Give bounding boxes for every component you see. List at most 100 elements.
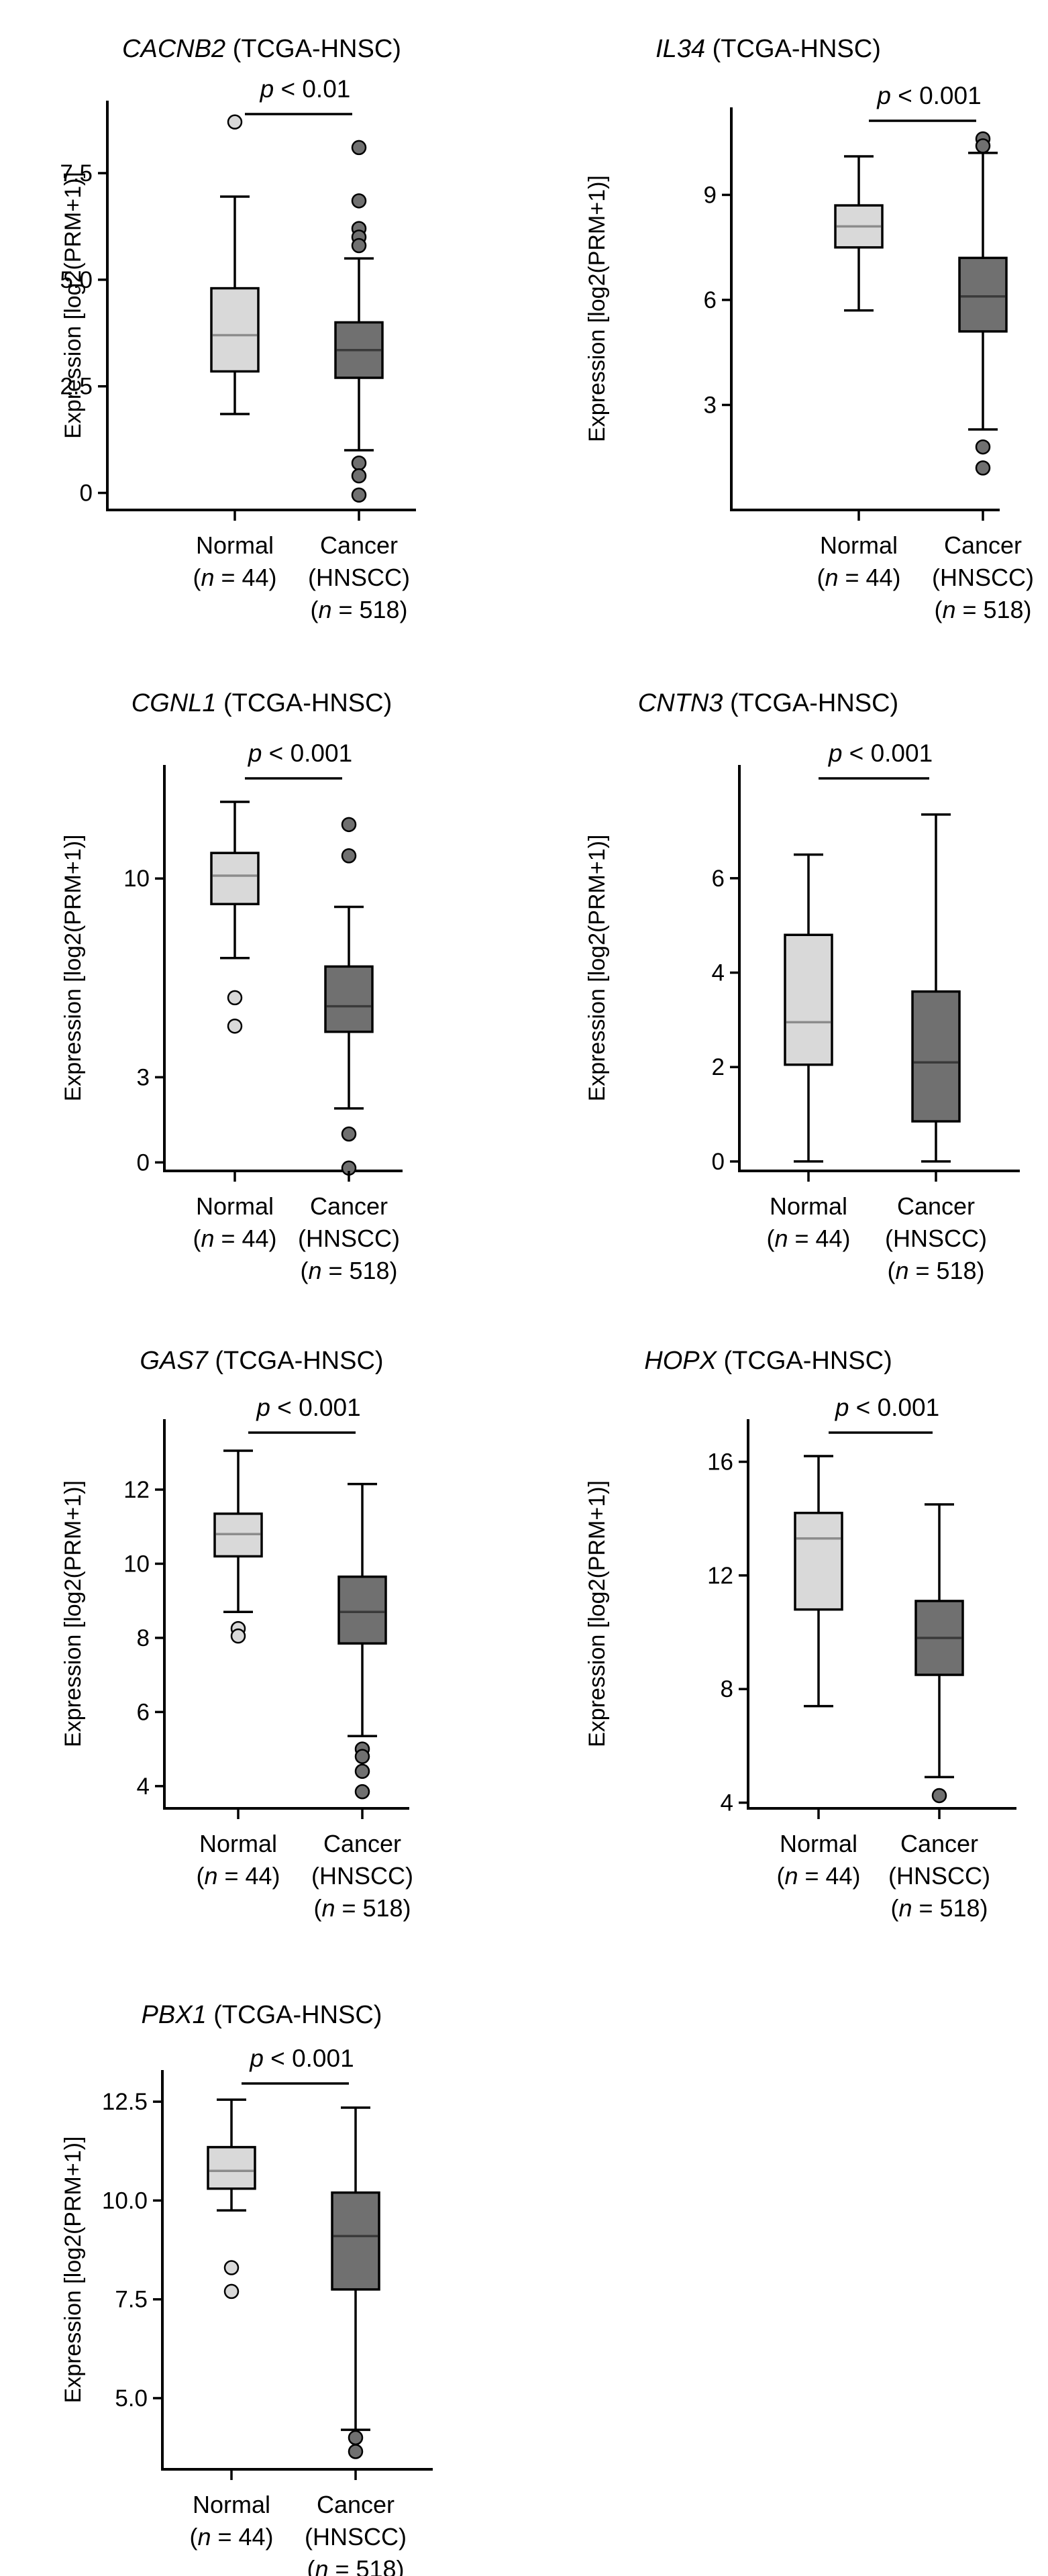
y-axis-label: Expression [log2(PRM+1)] bbox=[60, 2136, 86, 2404]
n-value: = 518) bbox=[912, 1894, 988, 1922]
group-label: Normal bbox=[193, 2491, 270, 2518]
group-label: Cancer bbox=[320, 531, 398, 559]
gene-name: IL34 bbox=[656, 35, 705, 63]
iqr-box bbox=[210, 287, 260, 373]
title-suffix: (TCGA-HNSC) bbox=[723, 689, 898, 717]
chart-pbx1: PBX1 (TCGA-HNSC) p < 0.001 5.0 7.5 10.0 12.5 E… bbox=[60, 2001, 433, 2576]
y-tick-label: 6 bbox=[137, 1699, 150, 1725]
normal-box-group bbox=[784, 853, 833, 1163]
n-value: = 44) bbox=[211, 2523, 273, 2551]
gene-name: HOPX bbox=[644, 1347, 717, 1375]
outlier-point bbox=[341, 848, 357, 864]
n-symbol: n bbox=[774, 1225, 788, 1252]
outlier-point bbox=[223, 2283, 240, 2300]
n-open-paren: ( bbox=[890, 1894, 898, 1922]
chart-cgnl1: CGNL1 (TCGA-HNSC) p < 0.001 0 3 10 Expression… bbox=[60, 689, 403, 1284]
n-open-paren: ( bbox=[310, 596, 318, 623]
title-suffix: (TCGA-HNSC) bbox=[216, 689, 392, 717]
group-label: Cancer bbox=[323, 1830, 401, 1857]
normal-box-group bbox=[834, 155, 884, 312]
group-sample-size: (n = 44) bbox=[196, 1862, 280, 1890]
iqr-box bbox=[210, 852, 260, 906]
y-tick-label: 4 bbox=[721, 1790, 733, 1816]
outlier-point bbox=[351, 140, 367, 156]
p-threshold: < 0.001 bbox=[849, 1394, 939, 1421]
gene-name: GAS7 bbox=[140, 1347, 209, 1375]
y-tick-label: 0 bbox=[137, 1149, 150, 1176]
title-suffix: (TCGA-HNSC) bbox=[208, 1347, 384, 1375]
n-symbol: n bbox=[201, 1225, 214, 1252]
p-threshold: < 0.001 bbox=[262, 739, 352, 767]
p-value-label: p < 0.001 bbox=[828, 739, 933, 767]
normal-box-group bbox=[794, 1455, 843, 1708]
n-value: = 518) bbox=[955, 596, 1031, 623]
cancer-box-group bbox=[337, 1482, 387, 1800]
outlier-point bbox=[351, 487, 367, 503]
group-label: Normal bbox=[196, 531, 274, 559]
y-tick-label: 12 bbox=[123, 1477, 150, 1503]
p-symbol: p bbox=[248, 739, 262, 767]
y-axis-label: Expression [log2(PRM+1)] bbox=[60, 1480, 86, 1747]
p-symbol: p bbox=[876, 82, 891, 109]
n-value: = 44) bbox=[214, 564, 276, 591]
chart-title: CNTN3 (TCGA-HNSC) bbox=[638, 689, 898, 717]
chart-cntn3: CNTN3 (TCGA-HNSC) p < 0.001 0 2 4 6 Expression… bbox=[584, 689, 1020, 1284]
n-value: = 518) bbox=[908, 1257, 984, 1284]
outlier-point bbox=[354, 1749, 370, 1764]
iqr-box bbox=[794, 1511, 843, 1611]
group-label: Normal bbox=[199, 1830, 277, 1857]
group-label: Normal bbox=[780, 1830, 857, 1857]
n-open-paren: ( bbox=[313, 1894, 321, 1922]
cancer-box-group bbox=[911, 813, 961, 1163]
n-symbol: n bbox=[308, 1257, 321, 1284]
y-tick-label: 10 bbox=[123, 1551, 150, 1577]
n-open-paren: ( bbox=[196, 1862, 204, 1890]
outlier-point bbox=[227, 990, 243, 1006]
p-symbol: p bbox=[828, 739, 843, 767]
n-open-paren: ( bbox=[300, 1257, 308, 1284]
chart-title: HOPX (TCGA-HNSC) bbox=[644, 1347, 892, 1375]
group-label: Cancer bbox=[310, 1192, 388, 1220]
chart-title: IL34 (TCGA-HNSC) bbox=[656, 35, 881, 63]
n-symbol: n bbox=[321, 1894, 335, 1922]
y-tick-label: 8 bbox=[721, 1676, 733, 1702]
title-suffix: (TCGA-HNSC) bbox=[225, 35, 401, 63]
gene-name: CACNB2 bbox=[122, 35, 225, 63]
group-label: Cancer bbox=[900, 1830, 978, 1857]
title-suffix: (TCGA-HNSC) bbox=[717, 1347, 892, 1375]
n-value: = 518) bbox=[328, 2555, 404, 2576]
cancer-box-group bbox=[958, 131, 1008, 476]
outlier-point bbox=[354, 1763, 370, 1780]
n-symbol: n bbox=[825, 564, 838, 591]
y-tick-label: 9 bbox=[704, 182, 717, 208]
iqr-box bbox=[958, 256, 1008, 333]
n-value: = 518) bbox=[321, 1257, 397, 1284]
group-sample-size: (n = 518) bbox=[307, 2555, 404, 2576]
n-open-paren: ( bbox=[193, 564, 201, 591]
group-label: Normal bbox=[820, 531, 898, 559]
group-subtitle: (HNSCC) bbox=[308, 564, 410, 591]
n-value: = 44) bbox=[798, 1862, 860, 1890]
y-tick-label: 4 bbox=[712, 960, 725, 986]
y-axis-label: Expression [log2(PRM+1)] bbox=[584, 1480, 610, 1747]
n-symbol: n bbox=[784, 1862, 798, 1890]
group-sample-size: (n = 518) bbox=[310, 596, 407, 623]
group-subtitle: (HNSCC) bbox=[305, 2523, 407, 2551]
y-tick-label: 5.0 bbox=[115, 2385, 148, 2412]
group-subtitle: (HNSCC) bbox=[311, 1862, 413, 1890]
group-subtitle: (HNSCC) bbox=[932, 564, 1034, 591]
y-tick-label: 2.5 bbox=[60, 374, 93, 400]
y-tick-label: 12 bbox=[707, 1563, 733, 1589]
y-tick-label: 0 bbox=[80, 480, 93, 507]
group-sample-size: (n = 518) bbox=[890, 1894, 988, 1922]
group-label: Cancer bbox=[317, 2491, 395, 2518]
title-suffix: (TCGA-HNSC) bbox=[207, 2001, 382, 2029]
outlier-point bbox=[351, 238, 367, 254]
p-symbol: p bbox=[835, 1394, 849, 1421]
cancer-box-group bbox=[324, 817, 374, 1176]
n-open-paren: ( bbox=[817, 564, 825, 591]
cancer-box-group bbox=[331, 2106, 380, 2459]
n-symbol: n bbox=[204, 1862, 217, 1890]
gene-name: PBX1 bbox=[142, 2001, 207, 2029]
y-tick-label: 6 bbox=[712, 866, 725, 892]
